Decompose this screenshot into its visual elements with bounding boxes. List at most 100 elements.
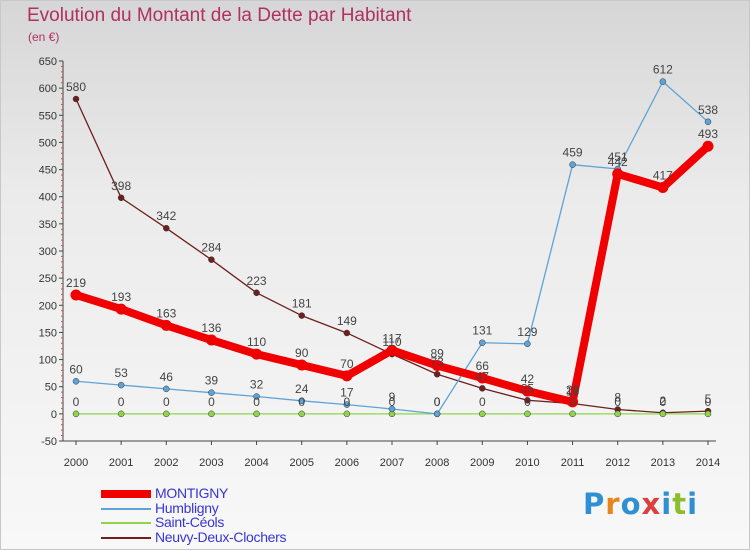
y-tick-label: 300	[39, 246, 57, 258]
data-point	[208, 389, 215, 396]
data-label: 0	[389, 395, 396, 409]
data-label: 580	[66, 80, 86, 94]
data-label: 32	[250, 377, 264, 391]
legend-swatch-saint-ceols	[101, 522, 151, 524]
x-tick-label: 2011	[561, 457, 585, 469]
data-label: 110	[247, 335, 266, 349]
data-label: 5	[705, 392, 712, 406]
data-label: 66	[476, 359, 490, 373]
data-point	[476, 372, 488, 384]
data-label: 417	[653, 168, 673, 182]
data-point	[163, 385, 170, 393]
data-label: 47	[476, 369, 490, 383]
series-neuvy-deux-clochers	[72, 95, 712, 417]
data-label: 136	[201, 321, 221, 335]
data-point	[524, 397, 531, 404]
data-point	[343, 329, 351, 337]
y-tick-label: 100	[39, 355, 57, 367]
brand-logo-letter: P	[583, 487, 606, 521]
brand-logo-letter: i	[687, 487, 699, 521]
data-point	[163, 410, 170, 418]
data-label: 219	[66, 276, 86, 290]
data-point	[521, 385, 533, 397]
data-label: 110	[382, 335, 401, 349]
data-label: 538	[698, 103, 718, 117]
x-tick-label: 2003	[199, 457, 223, 469]
data-label: 46	[160, 370, 174, 384]
data-label: 163	[156, 306, 176, 320]
data-point	[253, 410, 260, 418]
data-point	[117, 381, 125, 389]
legend-swatch-neuvy-deux-clochers	[101, 536, 151, 539]
legend-swatch-humbligny	[101, 507, 151, 510]
data-label: 0	[569, 395, 576, 409]
y-tick-label: 600	[39, 83, 57, 95]
data-point	[659, 78, 667, 85]
y-tick-label: 650	[39, 56, 57, 68]
data-point	[386, 344, 398, 356]
series-montigny	[70, 140, 714, 408]
data-label: 0	[434, 395, 441, 409]
data-label: 24	[295, 382, 309, 396]
data-point	[253, 289, 260, 297]
data-label: 223	[247, 274, 267, 288]
series-line	[75, 80, 709, 415]
data-point	[296, 359, 308, 371]
x-tick-label: 2002	[154, 457, 178, 469]
x-tick-label: 2008	[425, 457, 449, 469]
brand-logo-letter: o	[620, 487, 642, 521]
data-label: 442	[608, 155, 628, 169]
data-point	[72, 410, 80, 418]
data-point	[479, 385, 486, 392]
data-point	[479, 410, 486, 418]
data-point	[657, 181, 669, 193]
data-label: 73	[430, 355, 444, 369]
y-tick-label: 0	[51, 409, 57, 421]
data-point	[343, 401, 351, 408]
data-label: 342	[156, 209, 176, 223]
data-point	[298, 397, 305, 405]
data-label: 0	[73, 395, 80, 409]
data-label: 131	[472, 324, 492, 338]
data-label: 22	[566, 383, 580, 397]
data-label: 149	[337, 314, 357, 328]
data-point	[431, 360, 443, 372]
brand-logo: Proxiti	[583, 487, 698, 521]
data-label: 0	[614, 395, 621, 409]
data-point	[205, 334, 217, 346]
data-point	[433, 370, 441, 378]
data-label: 8	[614, 391, 621, 405]
legend-label: Saint-Céols	[155, 514, 225, 530]
y-tick-label: 50	[45, 382, 57, 394]
data-label: 451	[608, 150, 628, 164]
y-tick-label: 150	[39, 327, 57, 339]
x-tick-label: 2001	[109, 457, 133, 469]
data-point	[251, 348, 263, 360]
x-tick-label: 2009	[470, 457, 494, 469]
y-tick-label: 500	[39, 137, 57, 149]
data-point	[659, 410, 667, 418]
series-line	[72, 142, 712, 406]
data-point	[524, 340, 531, 348]
data-label: 0	[208, 395, 215, 409]
data-point	[253, 393, 260, 400]
y-tick-label: -50	[41, 436, 57, 448]
x-tick-label: 2010	[515, 457, 539, 469]
legend-label: Humbligny	[155, 499, 219, 516]
brand-logo-letter: t	[672, 487, 688, 521]
data-point	[72, 95, 80, 103]
data-label: 90	[295, 346, 309, 360]
data-point	[614, 410, 621, 418]
data-label: 17	[340, 386, 354, 400]
data-label: 284	[201, 241, 221, 255]
data-point	[341, 370, 353, 382]
data-point	[70, 289, 82, 301]
data-label: 117	[382, 331, 401, 345]
data-label: 2	[660, 394, 667, 408]
y-tick-label: 250	[39, 273, 57, 285]
y-tick-label: 450	[39, 165, 57, 177]
data-label: 0	[434, 395, 441, 409]
data-label: 0	[298, 395, 305, 409]
data-label: 0	[253, 395, 260, 409]
brand-logo-letter: x	[641, 487, 662, 521]
